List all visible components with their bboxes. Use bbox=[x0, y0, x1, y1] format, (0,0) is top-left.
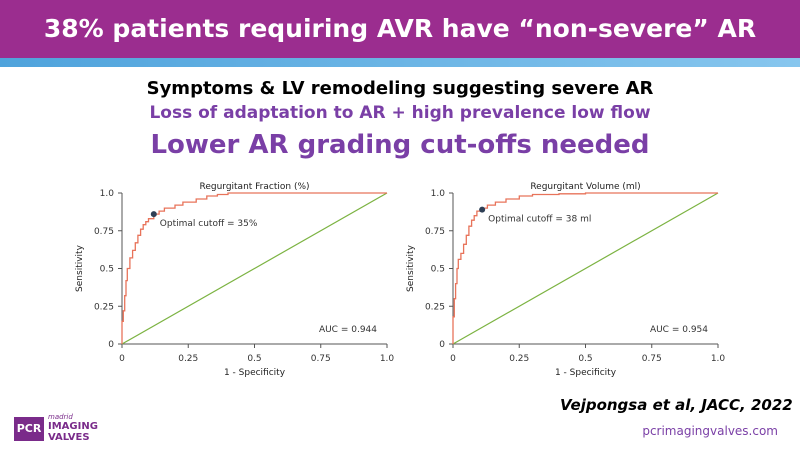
y-tick-label: 1.0 bbox=[100, 189, 115, 199]
y-axis-label: Sensitivity bbox=[406, 244, 416, 292]
y-tick-label: 0.5 bbox=[431, 265, 445, 275]
roc-charts: 0 0.25 0.5 0.75 1.0 0 0.25 0.5 0.75 1.0 Regurgitan… bbox=[75, 182, 726, 378]
optimal-cutoff-label: Optimal cutoff = 35% bbox=[160, 219, 258, 229]
x-tick-label: 0 bbox=[450, 354, 456, 364]
headline-adaptation: Loss of adaptation to AR + high prevalen… bbox=[149, 103, 651, 123]
y-tick-label: 0.5 bbox=[100, 265, 114, 275]
x-tick-label: 0.25 bbox=[509, 354, 529, 364]
y-tick-label: 1.0 bbox=[431, 189, 446, 199]
roc-curve bbox=[121, 192, 387, 344]
slide-title: 38% patients requiring AVR have “non-sev… bbox=[43, 14, 757, 43]
x-tick-label: 0.5 bbox=[247, 354, 261, 364]
headline-symptoms: Symptoms & LV remodeling suggesting seve… bbox=[146, 78, 654, 99]
logo-imaging-text: IMAGING bbox=[48, 421, 98, 432]
x-tick-label: 0.25 bbox=[178, 354, 198, 364]
website-link[interactable]: pcrimagingvalves.com bbox=[642, 424, 778, 438]
optimal-cutoff-marker bbox=[150, 211, 157, 218]
accent-bar bbox=[0, 58, 800, 67]
y-tick-label: 0.75 bbox=[425, 227, 445, 237]
pcr-logo-mark: PCR bbox=[14, 417, 44, 441]
headline-cutoffs: Lower AR grading cut-offs needed bbox=[150, 130, 650, 160]
x-tick-label: 0.75 bbox=[642, 354, 662, 364]
y-tick-label: 0.75 bbox=[94, 227, 114, 237]
roc-curve bbox=[452, 192, 718, 344]
y-axis-label: Sensitivity bbox=[75, 244, 85, 292]
x-tick-label: 0 bbox=[119, 354, 125, 364]
chart-title: Regurgitant Fraction (%) bbox=[199, 182, 309, 192]
pcr-logo: PCR madrid IMAGING VALVES bbox=[14, 413, 110, 445]
citation: Vejpongsa et al, JACC, 2022 bbox=[560, 396, 793, 414]
x-axis-label: 1 - Specificity bbox=[224, 368, 286, 378]
optimal-cutoff-marker bbox=[479, 206, 486, 213]
x-tick-label: 0.5 bbox=[578, 354, 592, 364]
y-tick-label: 0.25 bbox=[425, 302, 445, 312]
reference-line bbox=[452, 192, 719, 345]
x-tick-label: 1.0 bbox=[711, 354, 726, 364]
y-tick-label: 0 bbox=[108, 340, 114, 350]
x-axis-label: 1 - Specificity bbox=[555, 368, 617, 378]
y-tick-label: 0 bbox=[439, 340, 445, 350]
x-tick-label: 0.75 bbox=[311, 354, 331, 364]
logo-madrid-text: madrid bbox=[48, 413, 73, 421]
y-tick-label: 0.25 bbox=[94, 302, 114, 312]
reference-line bbox=[121, 192, 388, 345]
chart-title: Regurgitant Volume (ml) bbox=[530, 182, 640, 192]
logo-valves-text: VALVES bbox=[48, 432, 90, 443]
auc-label: AUC = 0.954 bbox=[650, 325, 708, 335]
title-banner bbox=[0, 0, 800, 58]
auc-label: AUC = 0.944 bbox=[319, 325, 377, 335]
x-tick-label: 1.0 bbox=[380, 354, 395, 364]
optimal-cutoff-label: Optimal cutoff = 38 ml bbox=[488, 215, 591, 225]
